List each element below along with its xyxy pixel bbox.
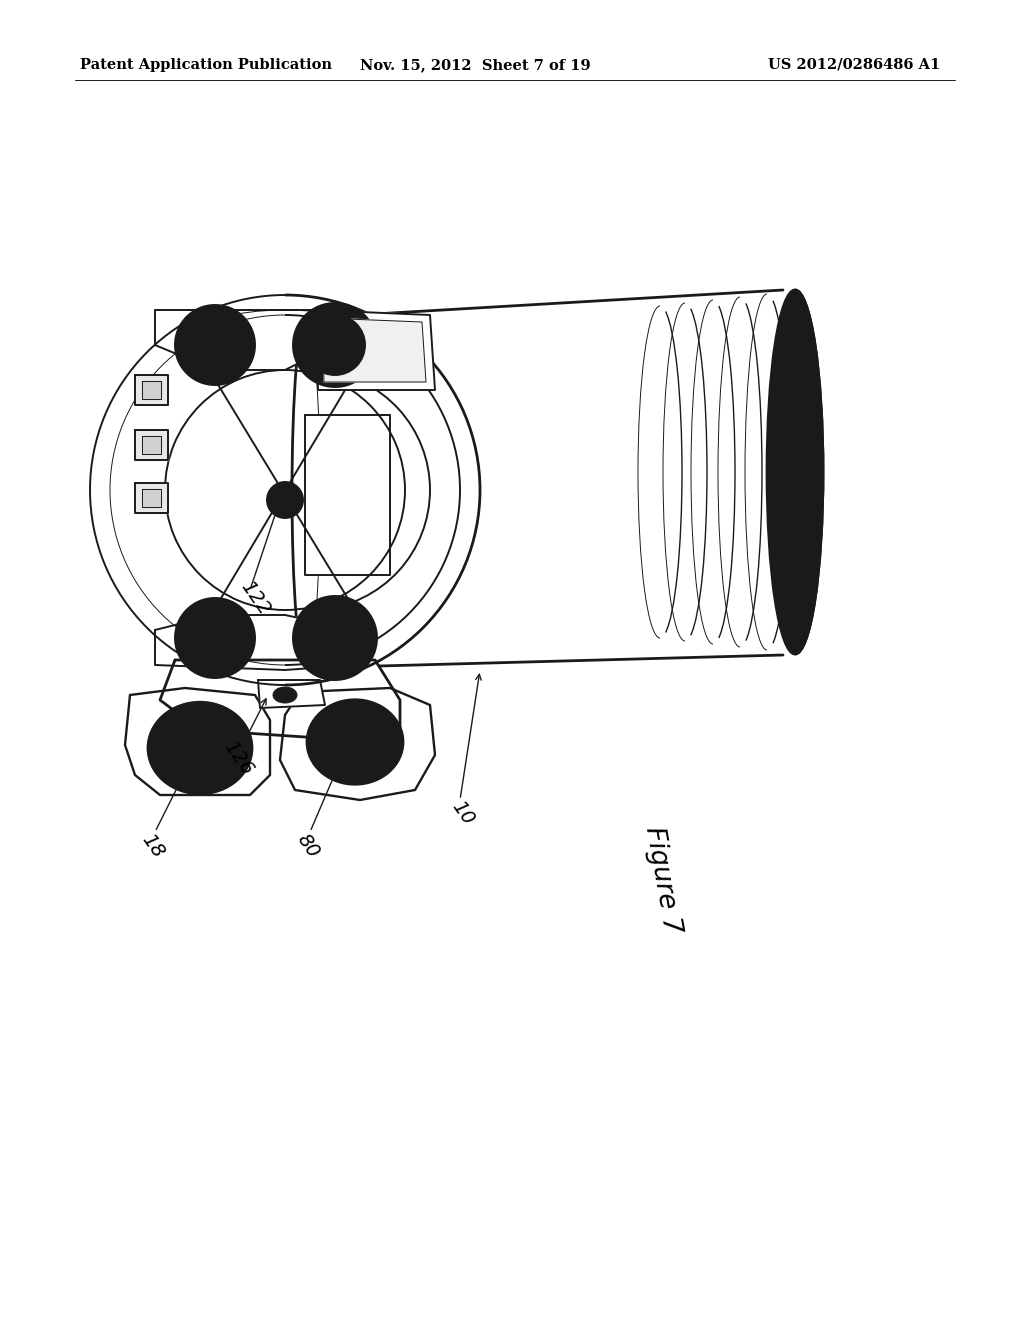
Text: Patent Application Publication: Patent Application Publication [80,58,332,73]
Ellipse shape [187,610,243,667]
Text: US 2012/0286486 A1: US 2012/0286486 A1 [768,58,940,73]
Ellipse shape [267,482,303,517]
Ellipse shape [187,317,243,374]
Text: Figure 7: Figure 7 [640,825,684,936]
Polygon shape [305,414,390,576]
Ellipse shape [307,700,403,784]
Ellipse shape [148,702,252,793]
Text: 80: 80 [293,830,323,862]
Ellipse shape [275,490,295,510]
Polygon shape [322,318,426,381]
Polygon shape [280,688,435,800]
Polygon shape [315,310,435,389]
Ellipse shape [164,717,236,780]
Text: 18: 18 [138,830,168,862]
Polygon shape [142,381,161,399]
Polygon shape [160,660,400,741]
Polygon shape [155,310,335,370]
Ellipse shape [175,305,255,385]
Ellipse shape [767,290,823,653]
Text: 10: 10 [449,797,478,829]
Ellipse shape [305,609,365,668]
Polygon shape [155,615,355,671]
Ellipse shape [273,686,297,704]
Ellipse shape [323,713,388,771]
Text: 126: 126 [220,738,257,779]
Polygon shape [125,688,270,795]
Text: Nov. 15, 2012  Sheet 7 of 19: Nov. 15, 2012 Sheet 7 of 19 [359,58,590,73]
Polygon shape [135,375,168,405]
Text: 122: 122 [237,578,273,619]
Ellipse shape [293,304,377,387]
Ellipse shape [305,315,365,375]
Polygon shape [135,430,168,459]
Polygon shape [135,483,168,513]
Ellipse shape [175,598,255,678]
Ellipse shape [293,597,377,680]
Polygon shape [258,680,325,708]
Polygon shape [142,488,161,507]
Polygon shape [142,436,161,454]
